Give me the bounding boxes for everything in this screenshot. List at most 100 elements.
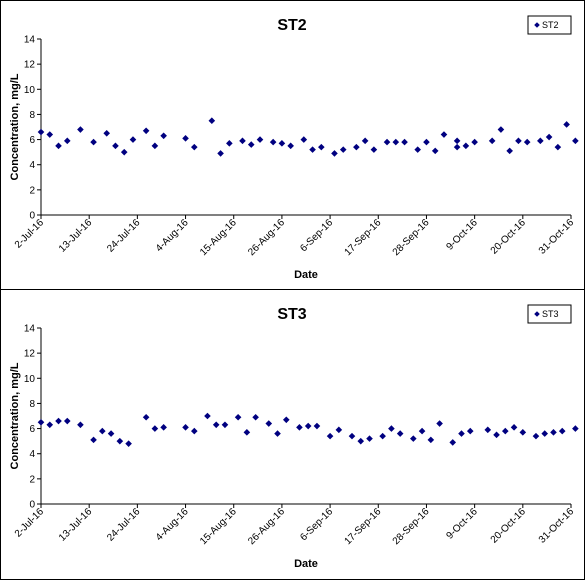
x-tick-label: 26-Aug-16	[246, 506, 287, 547]
chart-panel-st2: ST2 0 2 4 6 8 10 12 14 2-Jul-16 13-Jul-16 24-Jul-16…	[0, 0, 585, 290]
data-point	[234, 413, 242, 421]
data-point	[572, 425, 579, 432]
y-tick-label: 0	[29, 500, 35, 511]
data-point	[541, 430, 549, 437]
data-point	[125, 440, 132, 447]
x-tick-label: 13-Jul-16	[57, 506, 95, 544]
data-point	[392, 138, 400, 146]
data-point	[563, 121, 570, 128]
data-point	[418, 427, 426, 435]
x-tick-label: 31-Oct-16	[537, 217, 577, 257]
data-point	[247, 141, 255, 148]
data-point	[107, 430, 115, 437]
chart-title: ST2	[277, 17, 306, 34]
data-point	[142, 413, 150, 421]
data-point	[313, 422, 321, 430]
data-point	[318, 143, 325, 151]
data-point	[142, 127, 150, 135]
data-point	[484, 426, 492, 434]
data-point	[304, 422, 312, 430]
y-tick-label: 12	[24, 60, 36, 71]
data-point	[488, 137, 496, 145]
data-point	[103, 129, 111, 137]
data-point	[221, 421, 229, 429]
x-tick-label: 17-Sep-16	[343, 217, 384, 258]
data-point	[331, 150, 338, 157]
y-tick-label: 14	[24, 324, 36, 335]
data-point	[388, 425, 395, 432]
data-point	[55, 142, 62, 150]
data-point	[493, 431, 500, 439]
data-point	[287, 142, 294, 150]
data-point	[243, 429, 251, 436]
legend: ST3	[527, 304, 572, 324]
legend-box	[527, 15, 572, 35]
data-point	[239, 137, 246, 145]
data-point	[436, 420, 443, 427]
x-tick-label: 20-Oct-16	[489, 506, 529, 546]
data-point	[112, 142, 119, 150]
chart-title: ST3	[277, 306, 306, 323]
y-tick-label: 8	[29, 399, 35, 410]
data-point	[458, 430, 465, 437]
data-point	[550, 429, 557, 436]
data-point	[410, 435, 417, 442]
x-tick-label: 31-Oct-16	[537, 506, 577, 546]
data-point	[414, 146, 421, 153]
x-tick-label: 24-Jul-16	[105, 217, 143, 255]
x-tick-label: 26-Aug-16	[246, 217, 287, 258]
data-point	[427, 436, 435, 444]
data-point	[46, 131, 54, 138]
data-point	[326, 432, 334, 440]
data-point	[208, 117, 216, 125]
data-point	[252, 413, 259, 421]
y-tick-label: 0	[29, 211, 35, 222]
x-tick-label: 2-Jul-16	[13, 217, 47, 251]
x-tick-label: 13-Jul-16	[57, 217, 95, 255]
y-tick-label: 6	[29, 135, 35, 146]
x-tick-label: 6-Sep-16	[298, 217, 335, 254]
chart-svg-st3: ST3 0 2 4 6 8 10 12 14 2-Jul-16 13-Jul-16 24-Jul-16…	[9, 304, 579, 570]
data-point	[191, 143, 198, 151]
data-point	[256, 136, 264, 143]
data-point	[90, 436, 97, 444]
data-point	[55, 417, 62, 425]
data-point	[99, 427, 106, 435]
x-tick-label: 15-Aug-16	[198, 217, 239, 258]
y-tick-label: 14	[24, 35, 36, 46]
y-tick-label: 4	[29, 449, 35, 460]
data-point	[361, 137, 369, 145]
data-point	[519, 429, 527, 436]
x-tick-label: 2-Jul-16	[13, 506, 47, 540]
data-point	[497, 126, 505, 133]
data-point	[453, 143, 461, 151]
data-point	[120, 148, 128, 156]
data-point	[515, 137, 522, 145]
data-point	[558, 427, 566, 435]
x-tick-label: 28-Sep-16	[391, 506, 432, 547]
data-point	[217, 150, 224, 157]
y-tick-label: 10	[24, 85, 36, 96]
data-point	[77, 421, 84, 429]
data-point	[431, 147, 439, 155]
data-point	[151, 425, 159, 432]
data-point	[466, 427, 474, 435]
chart-svg-st2: ST2 0 2 4 6 8 10 12 14 2-Jul-16 13-Jul-16 24-Jul-16…	[9, 15, 579, 281]
x-tick-label: 17-Sep-16	[343, 506, 384, 547]
data-point	[265, 420, 273, 427]
data-point	[129, 136, 137, 143]
data-point	[63, 417, 71, 425]
data-point	[90, 138, 97, 146]
x-axis-title: Date	[294, 269, 318, 281]
data-point	[160, 424, 167, 431]
data-point	[160, 132, 167, 140]
x-tick-label: 4-Aug-16	[154, 506, 191, 543]
data-point	[370, 146, 378, 153]
legend-marker	[534, 311, 540, 317]
legend-label: ST2	[542, 20, 559, 30]
x-tick-label: 24-Jul-16	[105, 506, 143, 544]
x-tick-label: 15-Aug-16	[198, 506, 239, 547]
data-point	[506, 147, 513, 155]
y-tick-label: 2	[29, 185, 35, 196]
data-point	[77, 126, 84, 133]
